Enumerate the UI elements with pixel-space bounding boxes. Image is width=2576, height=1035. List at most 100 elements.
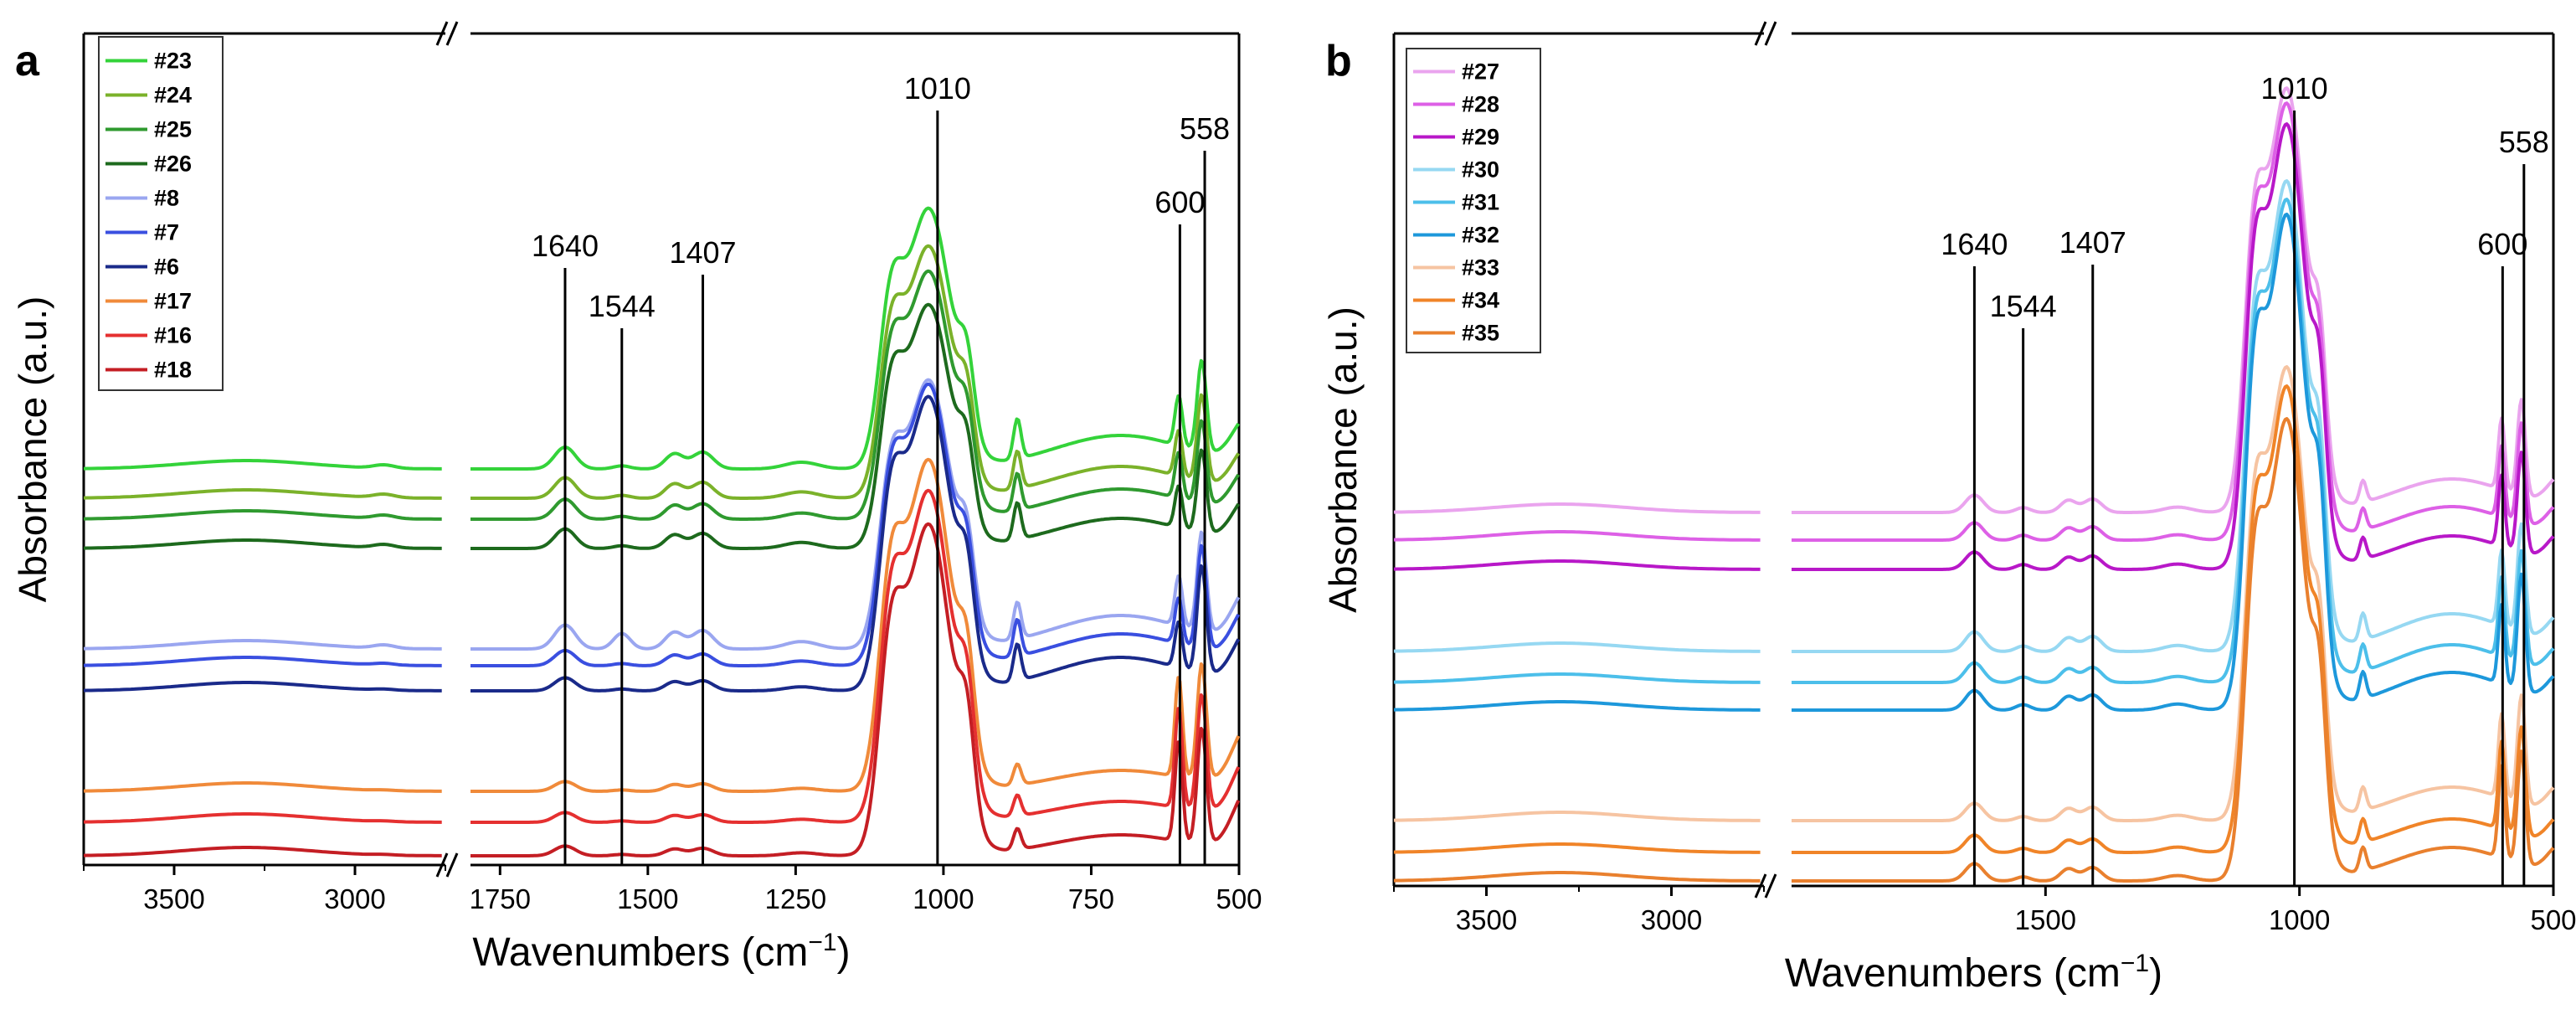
x-axis-title-sup: −1 <box>808 929 836 956</box>
legend-label: #33 <box>1462 255 1499 281</box>
x-tick-label: 1250 <box>765 883 826 914</box>
panel-b: 3500 3000 1500 1000 500 Wavenumbers (cm−1) Abs… <box>1321 21 2576 996</box>
spectrum-27-low <box>1393 502 1761 514</box>
spectrum-25-high <box>470 269 1240 521</box>
spectrum-8-low <box>83 639 442 651</box>
x-axis-title-base: Wavenumbers (cm <box>472 930 808 975</box>
spectrum-28-low <box>1393 530 1761 542</box>
x-tick-label: 1500 <box>617 883 678 914</box>
legend-label: #16 <box>154 323 192 348</box>
spectrum-30-high <box>1791 179 2555 653</box>
x-tick-label: 1000 <box>2269 904 2330 935</box>
legend-label: #8 <box>154 186 179 211</box>
spectrum-23-high <box>470 206 1240 471</box>
x-axis-title: Wavenumbers (cm−1) <box>472 929 850 975</box>
x-axis-title-base: Wavenumbers (cm <box>1785 951 2121 996</box>
legend-label: #24 <box>154 83 192 108</box>
x-tick-label: 3500 <box>143 883 204 914</box>
x-tick-label: 3000 <box>324 883 385 914</box>
legend-label: #29 <box>1462 125 1499 150</box>
legend-label: #34 <box>1462 288 1499 313</box>
spectrum-27-high <box>1791 86 2555 514</box>
axis-break-bottom <box>1754 873 1767 899</box>
spectrum-26-low <box>83 538 442 550</box>
spectrum-33-high <box>1791 365 2555 822</box>
spectrum-31-high <box>1791 198 2555 684</box>
x-tick-label: 3000 <box>1641 904 1702 935</box>
axis-break-top <box>435 21 449 46</box>
peak-label-558: 558 <box>2499 125 2549 159</box>
peak-label-1544: 1544 <box>589 289 656 323</box>
legend-label: #32 <box>1462 223 1499 248</box>
x-tick-label: 1500 <box>2015 904 2076 935</box>
spectrum-24-high <box>470 244 1240 500</box>
spectrum-7-high <box>470 382 1241 667</box>
spectrum-29-low <box>1393 559 1761 571</box>
spectrum-18-high <box>470 522 1241 857</box>
legend-label: #35 <box>1462 321 1499 346</box>
spectrum-26-high <box>470 302 1240 550</box>
spectrum-17-low <box>83 781 442 793</box>
x-tick-label: 3500 <box>1456 904 1517 935</box>
spectrum-6-low <box>83 681 442 693</box>
legend-label: #30 <box>1462 157 1499 183</box>
axis-break-top <box>1764 21 1777 46</box>
spectrum-8-high <box>470 378 1241 651</box>
y-axis-title: Absorbance (a.u.) <box>11 296 54 603</box>
x-axis-title-sup: −1 <box>2121 950 2149 977</box>
panel-a: 3500 3000 1750 1500 1250 1000 750 500 Wavenumber… <box>11 21 1262 975</box>
axis-break-bottom <box>435 852 449 878</box>
peak-label-600: 600 <box>1154 185 1205 219</box>
spectrum-30-low <box>1393 641 1761 653</box>
axis-break-bottom <box>445 852 459 878</box>
peak-label-1010: 1010 <box>2261 71 2328 106</box>
spectrum-32-high <box>1791 212 2555 712</box>
spectrum-32-low <box>1393 700 1761 712</box>
peak-label-1407: 1407 <box>669 235 736 270</box>
spectrum-16-high <box>470 488 1241 824</box>
legend-label: #25 <box>154 117 192 142</box>
spectrum-17-high <box>470 457 1241 793</box>
peak-label-1640: 1640 <box>532 229 599 263</box>
legend-label: #28 <box>1462 92 1499 117</box>
spectrum-24-low <box>83 488 442 500</box>
spectrum-18-low <box>83 846 442 857</box>
peak-label-1544: 1544 <box>1990 289 2057 323</box>
legend-label: #17 <box>154 289 192 314</box>
spectrum-35-high <box>1791 417 2555 883</box>
panel-letter: a <box>15 37 40 85</box>
legend-label: #27 <box>1462 59 1499 85</box>
spectrum-34-low <box>1393 842 1761 854</box>
peak-label-600: 600 <box>2477 227 2527 261</box>
legend-label: #26 <box>154 152 192 177</box>
axis-break-top <box>445 21 459 46</box>
spectrum-34-high <box>1791 384 2555 854</box>
x-tick-label: 1000 <box>913 883 974 914</box>
spectrum-31-low <box>1393 672 1761 684</box>
x-axis-title: Wavenumbers (cm−1) <box>1785 950 2162 996</box>
axis-break-top <box>1754 21 1767 46</box>
legend-label: #31 <box>1462 190 1499 215</box>
x-tick-label: 1750 <box>470 883 531 914</box>
panel-letter: b <box>1325 37 1352 85</box>
spectrum-33-low <box>1393 811 1761 822</box>
legend-label: #6 <box>154 255 179 280</box>
x-axis-title-close: ) <box>837 930 851 975</box>
legend-label: #18 <box>154 358 192 383</box>
legend-label: #23 <box>154 49 192 74</box>
x-tick-label: 500 <box>2530 904 2576 935</box>
x-tick-label: 750 <box>1068 883 1114 914</box>
y-axis-title: Absorbance (a.u.) <box>1321 306 1365 613</box>
x-tick-label: 500 <box>1216 883 1262 914</box>
spectrum-23-low <box>83 459 442 471</box>
spectrum-6-high <box>470 394 1241 693</box>
spectrum-16-low <box>83 812 442 824</box>
spectrum-28-high <box>1791 101 2555 542</box>
spectrum-25-low <box>83 509 442 521</box>
peak-label-1010: 1010 <box>904 71 971 106</box>
spectrum-35-low <box>1393 871 1761 883</box>
peak-label-1640: 1640 <box>1941 227 2008 261</box>
x-axis-title-close: ) <box>2149 951 2162 996</box>
spectrum-29-high <box>1791 122 2555 571</box>
